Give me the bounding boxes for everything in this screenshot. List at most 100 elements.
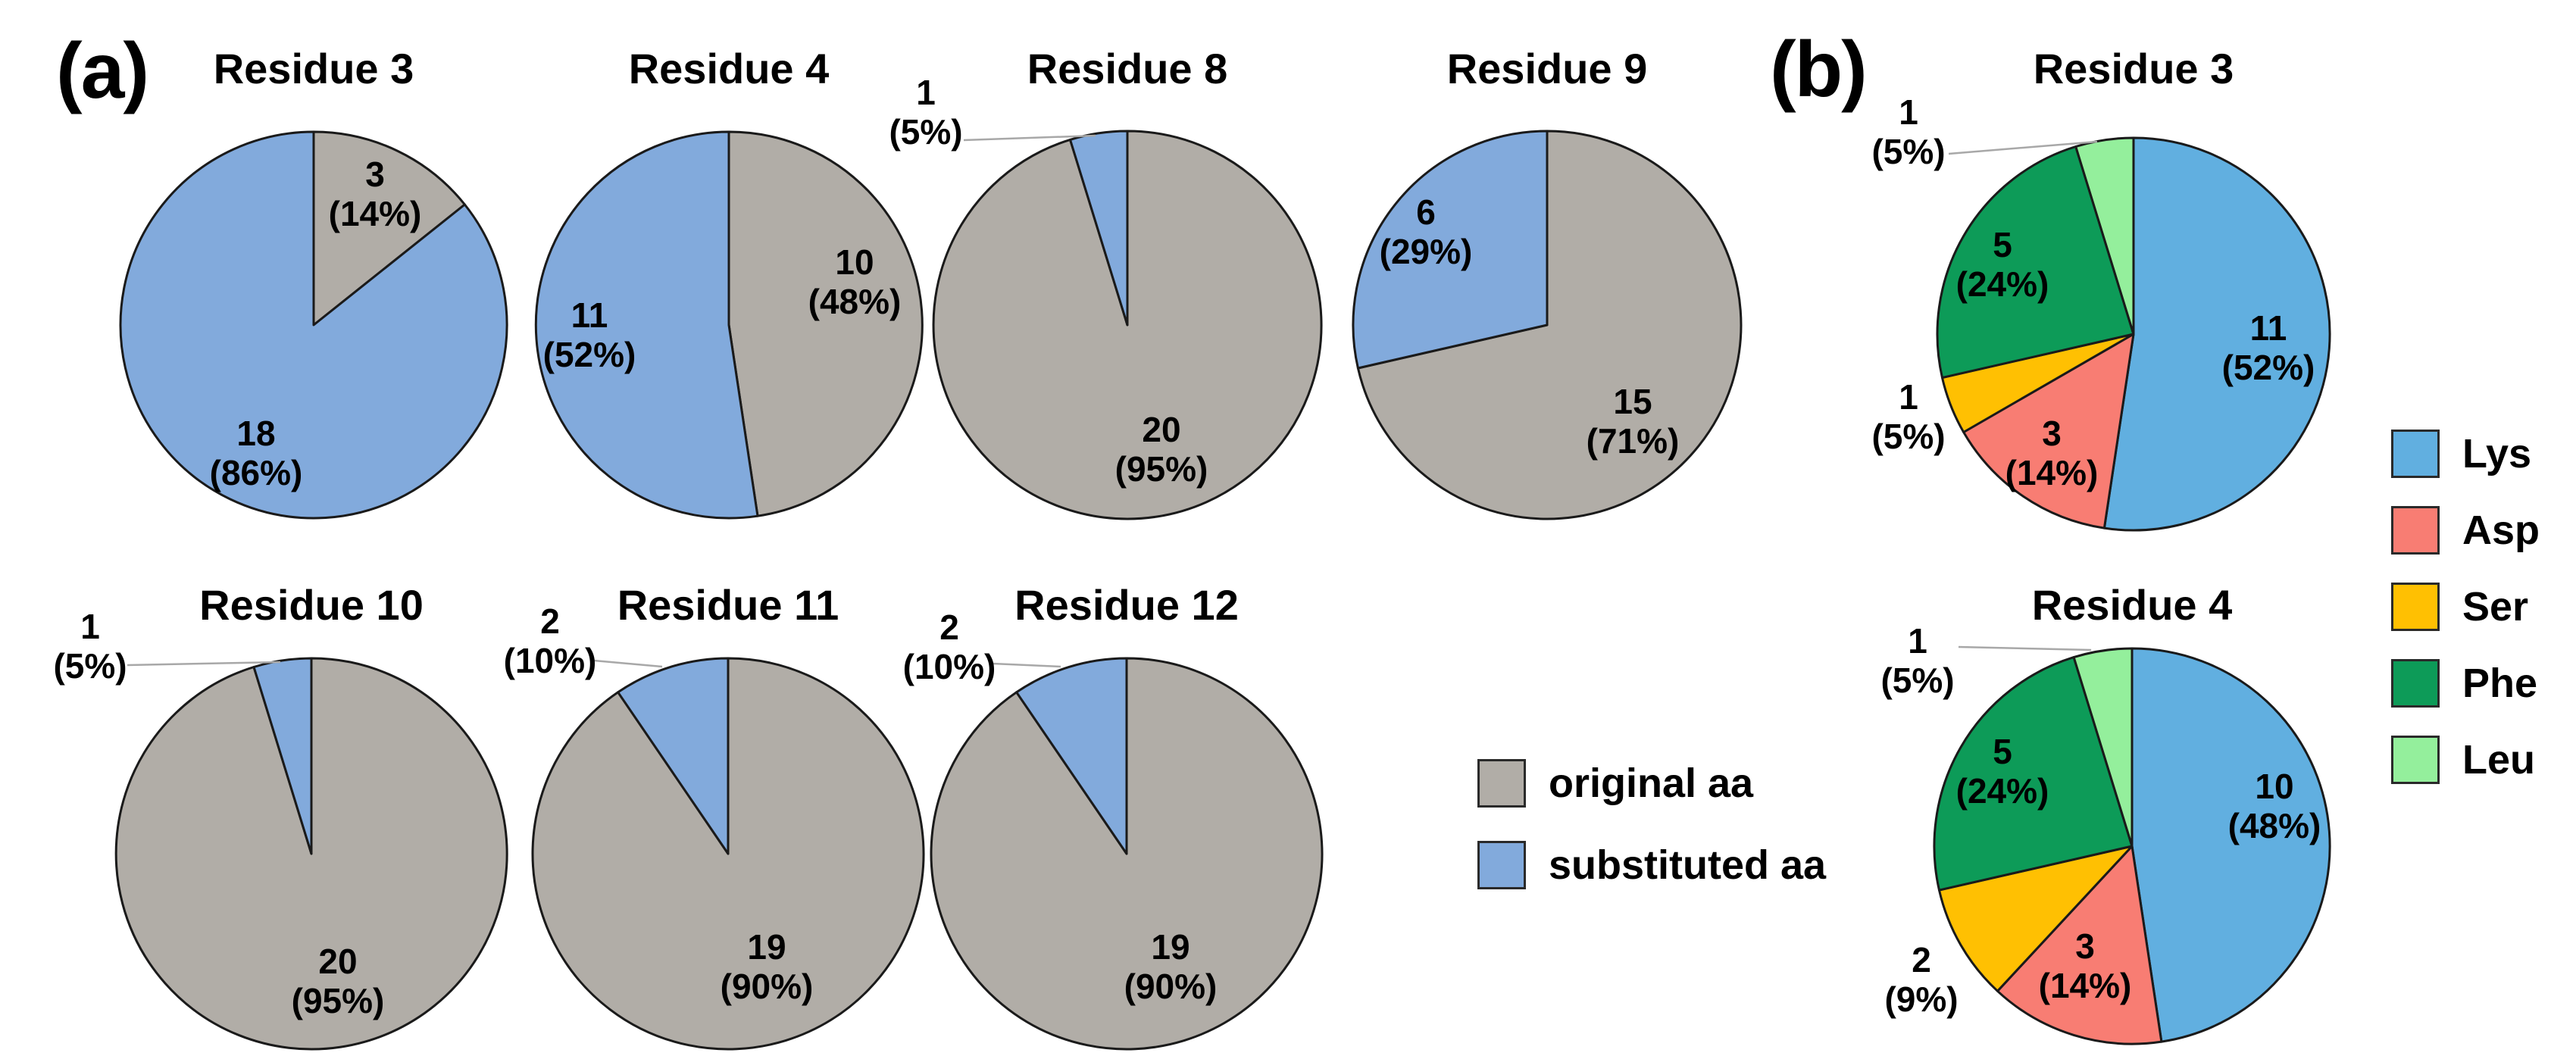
leader-line bbox=[1958, 645, 2092, 651]
slice-count-label: 5 bbox=[1993, 225, 2012, 264]
slice-count-label: 6 bbox=[1416, 192, 1436, 232]
slice-pct-label: (90%) bbox=[1124, 967, 1218, 1006]
leader-line bbox=[992, 662, 1061, 668]
slice-pct-label: (5%) bbox=[1871, 417, 1945, 456]
slice-count-label: 2 bbox=[939, 608, 959, 647]
pie-slice-asp bbox=[1962, 333, 2135, 530]
slice-pct-label: (9%) bbox=[1884, 979, 1958, 1019]
slice-pct-label: (10%) bbox=[903, 647, 996, 686]
legend-label: Lys bbox=[2462, 431, 2532, 476]
legend-label: Phe bbox=[2462, 661, 2538, 706]
slice-count-label: 3 bbox=[2042, 414, 2062, 453]
legend-label: Asp bbox=[2462, 508, 2540, 553]
pie-title: Residue 3 bbox=[214, 45, 414, 92]
legend-original-substituted: original aa substituted aa bbox=[1477, 759, 1826, 889]
pie-slice-substituted-aa bbox=[1352, 130, 1549, 370]
leader-line bbox=[127, 661, 281, 667]
slice-pct-label: (52%) bbox=[543, 335, 636, 374]
slice-count-label: 20 bbox=[318, 942, 357, 981]
slice-count-label: 1 bbox=[1908, 621, 1927, 661]
leu-swatch bbox=[2391, 736, 2440, 784]
substituted-aa-swatch bbox=[1477, 841, 1526, 889]
panel-a-tag: (a) bbox=[56, 27, 149, 115]
slice-pct-label: (14%) bbox=[2039, 966, 2132, 1005]
asp-swatch bbox=[2391, 506, 2440, 555]
slice-pct-label: (24%) bbox=[1956, 264, 2049, 304]
pie-slice-substituted-aa bbox=[534, 130, 759, 520]
slice-count-label: 1 bbox=[916, 73, 936, 112]
legend-item-leu: Leu bbox=[2391, 736, 2540, 784]
pie-title: Residue 9 bbox=[1447, 45, 1648, 92]
slice-count-label: 19 bbox=[747, 927, 786, 967]
slice-pct-label: (10%) bbox=[504, 641, 597, 680]
pie-slice-leu bbox=[2074, 136, 2135, 336]
pie-slice-lys bbox=[2131, 647, 2331, 1043]
slice-pct-label: (48%) bbox=[808, 282, 902, 321]
legend-item-lys: Lys bbox=[2391, 430, 2540, 478]
slice-pct-label: (86%) bbox=[210, 453, 303, 492]
slice-pct-label: (95%) bbox=[1115, 449, 1208, 489]
slice-count-label: 3 bbox=[365, 155, 385, 194]
pie-slice-substituted-aa bbox=[617, 657, 730, 855]
slice-pct-label: (24%) bbox=[1956, 771, 2049, 811]
legend-amino-acids: Lys Asp Ser Phe Leu bbox=[2391, 430, 2540, 784]
pie-slice-substituted-aa bbox=[1015, 657, 1128, 855]
slice-pct-label: (48%) bbox=[2228, 806, 2321, 845]
legend-label: original aa bbox=[1549, 761, 1754, 806]
pie-slice-original-aa bbox=[727, 130, 924, 517]
legend-label: Leu bbox=[2462, 737, 2536, 783]
slice-count-label: 15 bbox=[1613, 382, 1652, 421]
slice-pct-label: (90%) bbox=[721, 967, 814, 1006]
slice-pct-label: (71%) bbox=[1587, 421, 1680, 461]
leader-line bbox=[963, 134, 1096, 142]
slice-count-label: 18 bbox=[236, 414, 275, 453]
pie-slice-lys bbox=[2102, 136, 2331, 532]
pie-slice-phe bbox=[1933, 656, 2134, 892]
pie-slice-substituted-aa bbox=[119, 130, 508, 520]
legend-label: substituted aa bbox=[1549, 842, 1827, 888]
pie-title: Residue 12 bbox=[1014, 581, 1239, 629]
pie-title: Residue 11 bbox=[617, 581, 839, 629]
slice-count-label: 2 bbox=[540, 601, 560, 641]
pie-title: Residue 4 bbox=[2032, 581, 2233, 629]
slice-pct-label: (14%) bbox=[329, 194, 422, 233]
slice-count-label: 11 bbox=[2250, 308, 2287, 348]
slice-pct-label: (5%) bbox=[1871, 132, 1945, 171]
slice-pct-label: (95%) bbox=[292, 981, 385, 1020]
legend-item-asp: Asp bbox=[2391, 506, 2540, 555]
panel-b-tag: (b) bbox=[1770, 26, 1868, 114]
slice-count-label: 10 bbox=[835, 242, 874, 282]
pie-slice-phe bbox=[1936, 145, 2135, 380]
phe-swatch bbox=[2391, 659, 2440, 708]
slice-count-label: 20 bbox=[1142, 410, 1180, 449]
pie-slice-substituted-aa bbox=[1069, 130, 1129, 326]
pie-slice-ser bbox=[1938, 845, 2134, 992]
pie-title: Residue 4 bbox=[629, 45, 830, 92]
legend-label: Ser bbox=[2462, 584, 2529, 630]
leader-line bbox=[593, 659, 663, 668]
slice-count-label: 10 bbox=[2255, 767, 2293, 806]
legend-item-ser: Ser bbox=[2391, 583, 2540, 631]
slice-count-label: 1 bbox=[1899, 92, 1918, 132]
slice-count-label: 3 bbox=[2075, 926, 2095, 966]
pie-title: Residue 8 bbox=[1027, 45, 1228, 92]
original-aa-swatch bbox=[1477, 759, 1526, 808]
pie-slice-leu bbox=[2072, 647, 2134, 848]
leader-line bbox=[1948, 140, 2098, 155]
pie-slice-original-aa bbox=[1356, 130, 1743, 520]
slice-count-label: 5 bbox=[1993, 732, 2012, 771]
pie-slice-asp bbox=[1996, 845, 2163, 1045]
ser-swatch bbox=[2391, 583, 2440, 631]
lys-swatch bbox=[2391, 430, 2440, 478]
legend-item-substituted-aa: substituted aa bbox=[1477, 841, 1826, 889]
pie-title: Residue 3 bbox=[2034, 45, 2234, 92]
slice-count-label: 1 bbox=[1899, 377, 1918, 417]
slice-pct-label: (5%) bbox=[889, 112, 962, 152]
slice-pct-label: (29%) bbox=[1380, 232, 1473, 271]
slice-count-label: 2 bbox=[1912, 940, 1931, 979]
slice-pct-label: (5%) bbox=[53, 646, 127, 686]
slice-pct-label: (5%) bbox=[1880, 661, 1954, 700]
legend-item-original-aa: original aa bbox=[1477, 759, 1826, 808]
